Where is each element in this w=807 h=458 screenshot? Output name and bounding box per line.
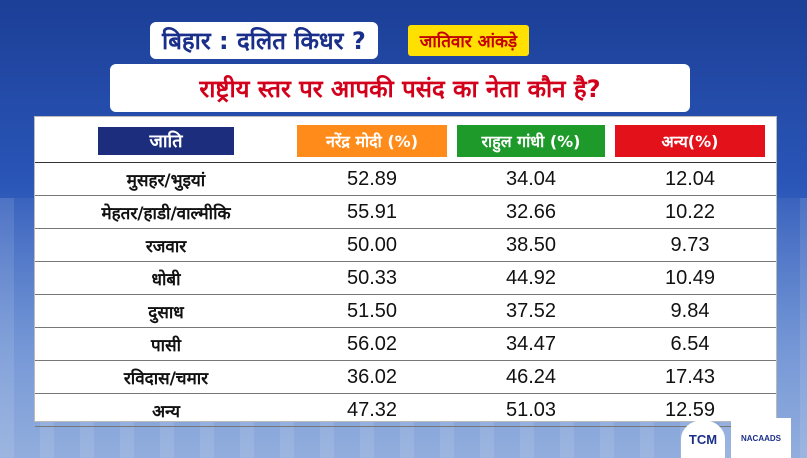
table-row: मुसहर/भुइयां 52.89 34.04 12.04	[35, 163, 776, 196]
survey-question: राष्ट्रीय स्तर पर आपकी पसंद का नेता कौन …	[110, 64, 690, 112]
other-value-cell: 9.84	[670, 299, 710, 322]
header-caste: जाति	[98, 127, 234, 155]
caste-data-badge: जातिवार आंकड़े	[407, 25, 530, 56]
caste-cell: अन्य	[152, 401, 180, 422]
caste-cell: दुसाध	[148, 302, 184, 323]
nacaads-logo: NACAADS	[731, 418, 791, 458]
table-row: रजवार 50.00 38.50 9.73	[35, 229, 776, 262]
rahul-value-cell: 38.50	[505, 233, 557, 256]
caste-cell: धोबी	[151, 269, 181, 290]
modi-value-cell: 50.00	[346, 233, 398, 256]
rahul-value-cell: 34.04	[505, 167, 557, 190]
rahul-value-cell: 37.52	[505, 299, 557, 322]
header-modi: नरेंद्र मोदी (%)	[297, 125, 447, 157]
caste-cell: पासी	[151, 335, 181, 356]
table-header-row: जाति नरेंद्र मोदी (%) राहुल गांधी (%) अन…	[35, 117, 776, 162]
page-title: बिहार : दलित किधर ?	[150, 22, 378, 59]
modi-value-cell: 56.02	[346, 332, 398, 355]
modi-value-cell: 55.91	[346, 200, 398, 223]
title-row: बिहार : दलित किधर ? जातिवार आंकड़े	[150, 22, 530, 59]
nacaads-logo-text: NACAADS	[741, 433, 781, 443]
table-row: अन्य 47.32 51.03 12.59	[35, 394, 776, 427]
modi-value-cell: 47.32	[346, 398, 398, 421]
rahul-value-cell: 46.24	[505, 365, 557, 388]
header-rahul: राहुल गांधी (%)	[457, 125, 605, 157]
other-value-cell: 9.73	[670, 233, 710, 256]
survey-table: जाति नरेंद्र मोदी (%) राहुल गांधी (%) अन…	[34, 116, 777, 427]
table-row: दुसाध 51.50 37.52 9.84	[35, 295, 776, 328]
rahul-value-cell: 51.03	[505, 398, 557, 421]
other-value-cell: 10.22	[664, 200, 716, 223]
modi-value-cell: 50.33	[346, 266, 398, 289]
table-row: धोबी 50.33 44.92 10.49	[35, 262, 776, 295]
caste-cell: मुसहर/भुइयां	[126, 170, 206, 191]
other-value-cell: 12.59	[664, 398, 716, 421]
caste-cell: मेहतर/हाडी/वाल्मीकि	[101, 203, 231, 224]
tcm-logo: TCM	[681, 420, 725, 458]
rahul-value-cell: 44.92	[505, 266, 557, 289]
table-row: पासी 56.02 34.47 6.54	[35, 328, 776, 361]
modi-value-cell: 51.50	[346, 299, 398, 322]
table-row: रविदास/चमार 36.02 46.24 17.43	[35, 361, 776, 394]
caste-cell: रविदास/चमार	[123, 368, 209, 389]
table-body: मुसहर/भुइयां 52.89 34.04 12.04 मेहतर/हाडी/वा…	[35, 162, 776, 427]
modi-value-cell: 52.89	[346, 167, 398, 190]
caste-cell: रजवार	[145, 236, 187, 257]
other-value-cell: 6.54	[670, 332, 710, 355]
rahul-value-cell: 34.47	[505, 332, 557, 355]
rahul-value-cell: 32.66	[505, 200, 557, 223]
table-row: मेहतर/हाडी/वाल्मीकि 55.91 32.66 10.22	[35, 196, 776, 229]
other-value-cell: 17.43	[664, 365, 716, 388]
header-other: अन्य(%)	[615, 125, 765, 157]
other-value-cell: 12.04	[664, 167, 716, 190]
other-value-cell: 10.49	[664, 266, 716, 289]
modi-value-cell: 36.02	[346, 365, 398, 388]
